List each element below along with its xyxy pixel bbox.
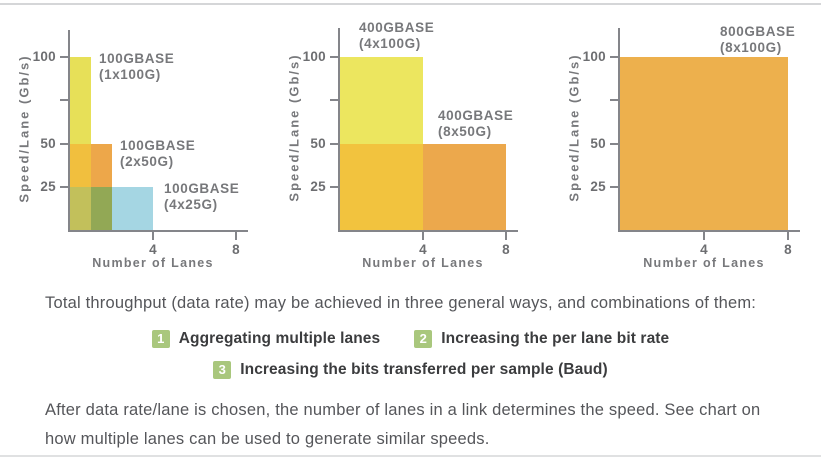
outro-line-1: After data rate/lane is chosen, the numb… [45,401,761,419]
y-axis-title: Speed/Lane (Gb/s) [286,53,302,202]
chart-100gbase-area-1 [70,143,91,187]
way-3-label: Increasing the bits transferred per samp… [240,361,608,378]
y-tick-label: 25 [310,178,326,194]
ways-row-2: 3 Increasing the bits transferred per sa… [0,361,821,379]
y-tick-mark [330,99,338,102]
y-tick-mark [610,56,618,58]
annotation-line-0: 800GBASE [720,24,796,39]
y-axis-line [68,30,70,232]
annotation-line-1: (2x50G) [120,153,174,169]
y-tick-mark [60,185,68,188]
chart-400gbase-annotation-1: 400GBASE (8x50G) [438,108,513,139]
chart-100gbase-annotation-2: 100GBASE (4x25G) [164,181,239,212]
y-tick-label: 50 [590,135,606,151]
top-border-line [0,3,821,5]
annotation-line-1: (1x100G) [99,66,161,82]
chart-400gbase-area-0 [340,57,423,144]
x-tick-mark [787,232,789,240]
x-tick-label: 8 [784,242,792,257]
y-tick-mark [60,99,68,102]
y-axis-title: Speed/Lane (Gb/s) [16,54,32,203]
x-axis-line [338,230,518,232]
x-tick-mark [422,232,424,240]
y-tick-mark [610,99,618,102]
annotation-line-0: 400GBASE [359,20,435,35]
chart-100gbase-area-0 [70,57,91,144]
chart-100gbase-area-5 [111,186,153,230]
y-tick-label: 100 [302,49,326,64]
way-1-label: Aggregating multiple lanes [178,330,381,347]
x-tick-label: 4 [419,242,427,257]
annotation-line-0: 400GBASE [438,108,514,123]
y-tick-mark [330,185,338,188]
y-axis-line [338,28,340,232]
x-axis-title: Number of Lanes [643,256,765,270]
way-item-3: 3 Increasing the bits transferred per sa… [213,361,608,379]
chart-400gbase-area-1 [340,143,423,230]
way-item-2: 2 Increasing the per lane bit rate [414,330,669,348]
y-tick-mark [60,142,68,145]
x-tick-mark [703,232,705,240]
chart-400gbase-area-2 [423,143,506,230]
way-1-number-badge: 1 [151,330,170,348]
x-axis-title: Number of Lanes [362,256,484,270]
y-axis-title: Speed/Lane (Gb/s) [566,53,582,202]
x-tick-mark [505,232,507,240]
annotation-line-1: (4x100G) [359,35,421,51]
y-tick-mark [610,142,618,145]
x-tick-mark [152,232,154,240]
x-tick-label: 8 [502,242,510,257]
annotation-line-1: (8x50G) [438,123,492,139]
y-tick-mark [610,185,618,188]
y-tick-label: 100 [32,49,56,64]
x-tick-label: 4 [149,242,157,257]
y-tick-label: 25 [40,178,56,194]
way-3-number-badge: 3 [213,361,232,379]
y-tick-label: 100 [582,49,606,64]
x-tick-label: 8 [232,242,240,257]
y-axis-line [618,28,620,232]
y-tick-label: 50 [40,135,56,151]
annotation-line-0: 100GBASE [120,138,196,153]
annotation-line-0: 100GBASE [99,51,175,66]
chart-100gbase-annotation-1: 100GBASE (2x50G) [120,138,195,169]
chart-100gbase-area-2 [90,143,112,187]
x-axis-title: Number of Lanes [92,256,214,270]
outro-text: After data rate/lane is chosen, the numb… [45,396,760,454]
y-tick-label: 50 [310,135,326,151]
x-tick-mark [235,232,237,240]
annotation-line-0: 100GBASE [164,181,240,196]
way-2-label: Increasing the per lane bit rate [441,330,670,347]
chart-100gbase-annotation-0: 100GBASE (1x100G) [99,51,174,82]
ways-row-1: 1 Aggregating multiple lanes 2 Increasin… [0,330,821,348]
x-axis-line [618,230,800,232]
way-item-1: 1 Aggregating multiple lanes [151,330,381,348]
chart-800gbase-area-0 [620,57,788,230]
bottom-border-line [0,455,821,457]
intro-text: Total throughput (data rate) may be achi… [45,294,757,312]
outro-line-2: how multiple lanes can be used to genera… [45,430,490,448]
annotation-line-1: (8x100G) [720,39,782,55]
y-tick-mark [60,56,68,58]
y-tick-mark [330,56,338,58]
x-tick-label: 4 [700,242,708,257]
way-2-number-badge: 2 [414,330,433,348]
chart-100gbase-area-3 [70,186,91,230]
chart-400gbase-annotation-0: 400GBASE (4x100G) [359,20,434,51]
chart-100gbase-area-4 [90,186,112,230]
chart-800gbase-annotation-0: 800GBASE (8x100G) [720,24,795,55]
y-tick-mark [330,142,338,145]
annotation-line-1: (4x25G) [164,196,218,212]
y-tick-label: 25 [590,178,606,194]
x-axis-line [68,230,248,232]
